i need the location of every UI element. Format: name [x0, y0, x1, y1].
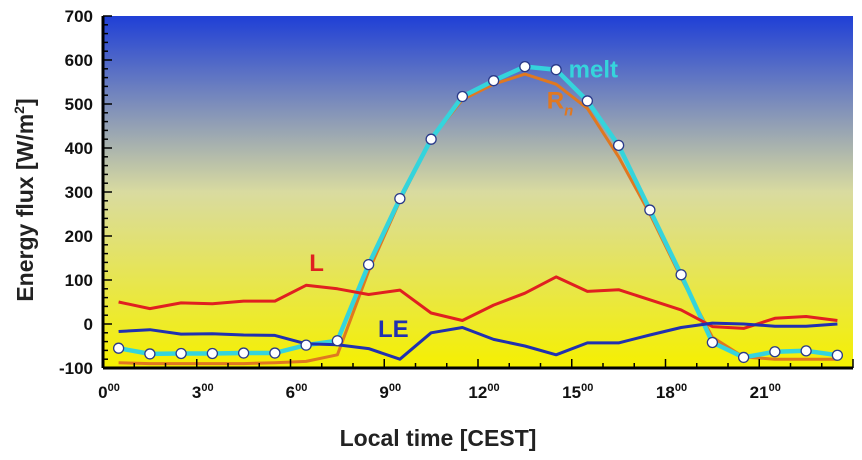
x-tick-label: 2100 — [750, 382, 781, 402]
x-tick-label: 900 — [379, 382, 401, 402]
melt-marker — [769, 346, 781, 358]
melt-marker — [612, 139, 625, 152]
le-label: LE — [378, 316, 409, 343]
melt-marker — [675, 269, 687, 281]
l-line — [118, 275, 838, 330]
x-tick-hour: 9 — [379, 383, 388, 402]
x-tick-minutes: 00 — [201, 382, 213, 394]
melt-marker — [425, 133, 437, 145]
y-tick-label: 200 — [65, 227, 93, 246]
melt-marker — [206, 347, 219, 360]
x-tick-minutes: 00 — [581, 382, 593, 394]
rn-label: Rn — [547, 87, 574, 119]
melt-marker — [300, 339, 312, 351]
x-tick-minutes: 00 — [487, 382, 499, 394]
melt-marker — [800, 345, 812, 357]
x-tick-hour: 3 — [192, 383, 201, 402]
melt-label-main: melt — [569, 57, 618, 84]
rn-label-main: R — [547, 87, 564, 114]
melt-marker — [456, 90, 469, 103]
y-axis-title-sup: 2 — [11, 106, 27, 114]
y-axis-title: Energy flux [W/m2] — [11, 98, 38, 301]
melt-marker — [112, 342, 125, 354]
melt-marker — [644, 204, 656, 216]
y-tick-label: 500 — [65, 95, 93, 114]
melt-marker — [362, 258, 375, 271]
melt-marker — [144, 348, 156, 360]
x-tick-hour: 12 — [468, 383, 487, 402]
series-labels: Rn melt L LE — [309, 57, 618, 344]
x-tick-label: 000 — [98, 382, 120, 402]
y-tick-label: 300 — [65, 183, 93, 202]
plot-area — [103, 16, 853, 368]
melt-label: melt — [569, 57, 618, 84]
x-tick-hour: 15 — [562, 383, 581, 402]
melt-marker — [550, 64, 562, 76]
x-tick-label: 600 — [286, 382, 308, 402]
y-tick-label: 0 — [84, 315, 93, 334]
le-line — [118, 321, 838, 361]
melt-marker — [237, 347, 250, 359]
x-tick-label: 1800 — [656, 382, 687, 402]
l-label: L — [309, 250, 324, 277]
x-tick-minutes: 00 — [389, 382, 401, 394]
x-tick-minutes: 00 — [769, 382, 781, 394]
melt-marker — [394, 192, 406, 205]
x-tick-label: 1500 — [562, 382, 593, 402]
x-tick-hour: 18 — [656, 383, 675, 402]
melt-marker — [581, 95, 594, 107]
axes — [101, 15, 854, 370]
y-tick-label: -100 — [59, 359, 93, 378]
x-tick-minutes: 00 — [675, 382, 687, 394]
y-tick-label: 600 — [65, 51, 93, 70]
y-tick-label: 100 — [65, 271, 93, 290]
x-tick-minutes: 00 — [108, 382, 120, 394]
l-label-main: L — [309, 250, 324, 277]
x-tick-minutes: 00 — [295, 382, 307, 394]
melt-marker — [519, 60, 531, 73]
melt-markers — [112, 60, 844, 364]
x-tick-hour: 21 — [750, 383, 769, 402]
x-tick-hour: 0 — [98, 383, 107, 402]
y-axis-title-main: Energy flux [W/m — [12, 114, 38, 302]
y-tick-label: 700 — [65, 7, 93, 26]
melt-marker — [706, 336, 719, 349]
melt-marker — [737, 351, 750, 364]
le-label-main: LE — [378, 316, 409, 343]
x-tick-label: 1200 — [468, 382, 499, 402]
rn-label-sub: n — [564, 102, 573, 119]
x-axis-title: Local time [CEST] — [340, 425, 537, 451]
y-tick-label: 400 — [65, 139, 93, 158]
melt-marker — [331, 335, 344, 347]
melt-marker — [831, 349, 844, 361]
x-tick-label: 300 — [192, 382, 214, 402]
melt-marker — [487, 75, 500, 87]
y-axis-title-end: ] — [12, 98, 38, 106]
x-tick-hour: 6 — [286, 383, 295, 402]
melt-marker — [269, 347, 281, 359]
melt-marker — [175, 347, 187, 360]
